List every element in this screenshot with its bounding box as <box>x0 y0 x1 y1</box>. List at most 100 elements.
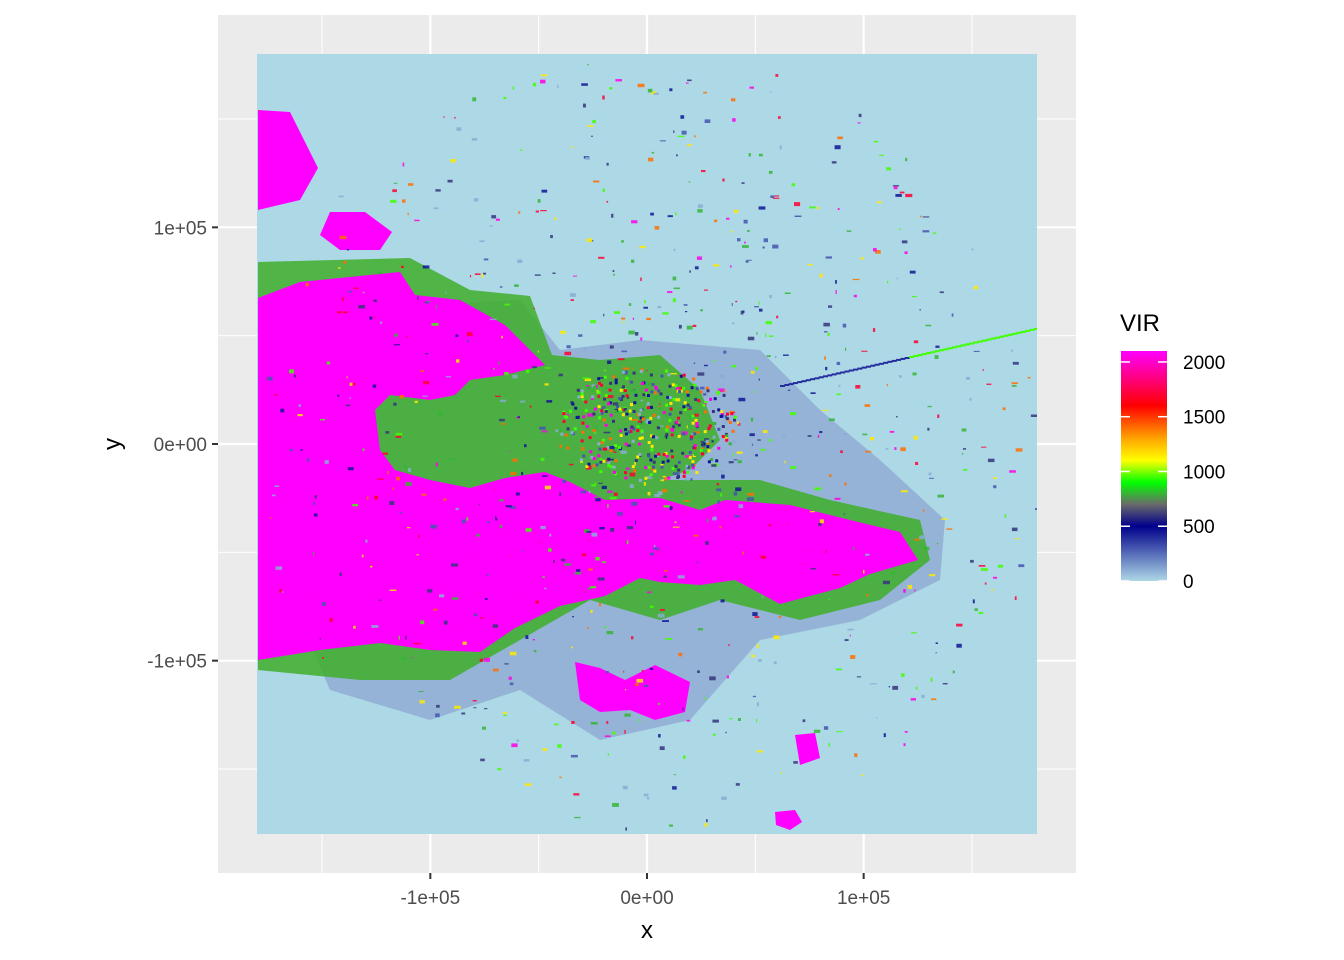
raster-cell <box>1007 333 1013 336</box>
raster-cell <box>473 707 477 709</box>
raster-cell <box>904 731 908 733</box>
raster-cell <box>632 367 634 370</box>
raster-cell <box>637 422 641 426</box>
raster-cell <box>585 424 589 428</box>
raster-cell <box>443 620 448 625</box>
raster-cell <box>275 566 282 570</box>
raster-cell <box>580 590 588 594</box>
raster-cell <box>693 413 699 417</box>
raster-cell <box>725 438 729 442</box>
raster-cell <box>609 345 614 349</box>
raster-cell <box>704 823 708 827</box>
raster-cell <box>289 369 294 374</box>
raster-cell <box>1009 470 1016 473</box>
raster-cell <box>667 373 671 377</box>
raster-cell <box>520 149 523 151</box>
raster-cell <box>693 362 696 364</box>
raster-cell <box>778 615 782 618</box>
raster-cell <box>723 389 726 392</box>
raster-cell <box>437 411 443 416</box>
raster-cell <box>681 130 687 135</box>
raster-cell <box>689 437 693 441</box>
raster-cell <box>819 273 823 278</box>
raster-cell <box>686 470 690 474</box>
raster-cell <box>691 414 695 418</box>
raster-cell <box>313 552 315 556</box>
raster-cell <box>891 359 897 362</box>
raster-cell <box>662 436 666 440</box>
raster-cell <box>609 413 613 417</box>
raster-cell <box>539 426 546 430</box>
raster-cell <box>443 116 445 118</box>
raster-cell <box>606 162 609 166</box>
raster-cell <box>540 74 548 77</box>
raster-cell <box>827 374 833 377</box>
raster-cell <box>522 550 524 553</box>
raster-cell <box>837 136 843 140</box>
raster-cell <box>379 593 381 597</box>
raster-cell <box>846 230 852 232</box>
raster-cell <box>651 435 655 439</box>
raster-cell <box>597 394 600 398</box>
raster-cell <box>659 406 662 410</box>
raster-cell <box>934 355 939 359</box>
raster-cell <box>399 512 402 514</box>
raster-cell <box>769 335 774 337</box>
legend-title: VIR <box>1120 310 1160 337</box>
raster-cell <box>455 507 459 511</box>
raster-cell <box>936 542 939 545</box>
raster-cell <box>935 652 937 654</box>
raster-cell <box>672 397 676 401</box>
raster-cell <box>406 336 408 338</box>
raster-cell <box>646 402 650 406</box>
raster-cell <box>769 294 772 299</box>
raster-cell <box>673 774 676 776</box>
raster-cell <box>861 774 864 777</box>
raster-cell <box>588 609 590 613</box>
raster-cell <box>629 472 636 477</box>
raster-cell <box>997 564 1004 568</box>
raster-cell <box>592 429 596 433</box>
raster-cell <box>640 436 644 440</box>
raster-cell <box>828 474 832 477</box>
raster-cell <box>678 652 683 657</box>
raster-cell <box>493 668 499 672</box>
raster-cell <box>611 213 614 218</box>
raster-cell <box>698 628 703 631</box>
raster-cell <box>405 635 407 640</box>
raster-cell <box>911 632 917 634</box>
raster-cell <box>611 731 616 735</box>
raster-cell <box>678 324 682 329</box>
raster-cell <box>713 397 717 401</box>
raster-cell <box>835 668 842 671</box>
raster-cell <box>398 635 400 640</box>
raster-cell <box>589 450 593 454</box>
raster-cell <box>716 483 720 486</box>
raster-cell <box>599 458 603 462</box>
raster-cell <box>478 504 480 506</box>
raster-cell <box>625 376 629 380</box>
raster-cell <box>653 92 659 95</box>
raster-cell <box>591 395 595 399</box>
raster-cell <box>860 256 864 260</box>
raster-cell <box>650 566 652 570</box>
raster-cell <box>592 119 596 124</box>
raster-cell <box>495 395 501 397</box>
raster-cell <box>461 624 464 628</box>
raster-cell <box>609 496 617 500</box>
raster-cell <box>619 434 623 437</box>
raster-cell <box>1004 514 1007 518</box>
raster-cell <box>724 436 728 440</box>
legend-colorbar <box>1121 351 1167 581</box>
raster-cell <box>559 776 562 779</box>
raster-cell <box>928 574 936 577</box>
raster-cell <box>593 432 597 434</box>
raster-cell <box>566 345 571 349</box>
raster-cell <box>482 726 486 730</box>
raster-cell <box>721 435 725 438</box>
raster-cell <box>660 479 665 482</box>
raster-cell <box>508 676 512 680</box>
raster-cell <box>631 220 638 224</box>
raster-cell <box>668 418 672 422</box>
raster-cell <box>758 153 763 157</box>
